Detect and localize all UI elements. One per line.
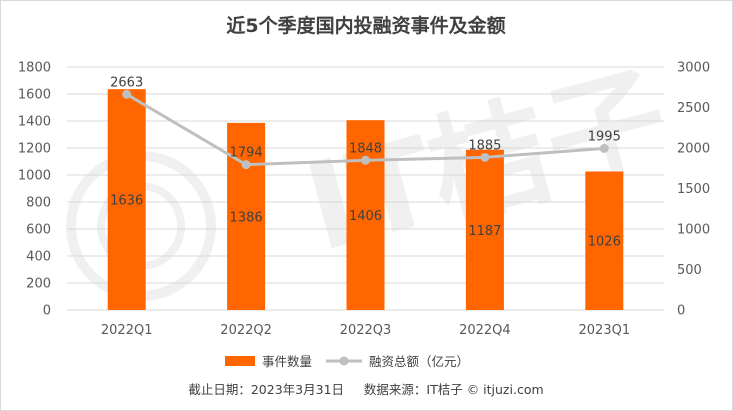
x-tick-label: 2022Q3 <box>340 323 392 338</box>
x-axis: 2022Q1 2022Q2 2022Q3 2022Q4 2023Q1 <box>101 323 630 338</box>
bar-data-label: 1406 <box>349 209 382 224</box>
footer-source: 截止日期：2023年3月31日 数据来源：IT桔子 © itjuzi.com <box>188 382 543 397</box>
bar <box>585 171 624 310</box>
bar-data-label: 1187 <box>468 224 501 239</box>
left-tick-label: 0 <box>43 304 51 319</box>
legend-label-bar: 事件数量 <box>262 354 312 369</box>
bar <box>346 120 385 310</box>
legend-swatch-bar <box>225 356 255 366</box>
bar <box>465 149 504 310</box>
legend: 事件数量 融资总额（亿元） <box>225 354 469 369</box>
bar-data-label: 1026 <box>588 235 621 250</box>
left-tick-label: 800 <box>26 196 51 211</box>
bar <box>227 122 266 310</box>
x-tick-label: 2022Q1 <box>101 323 153 338</box>
x-tick-label: 2023Q1 <box>579 323 631 338</box>
right-tick-label: 1000 <box>677 223 710 238</box>
line-data-label: 1848 <box>349 141 382 156</box>
left-tick-label: 1600 <box>18 88 51 103</box>
left-tick-label: 1800 <box>18 61 51 76</box>
right-tick-label: 0 <box>677 304 685 319</box>
bar-data-labels: 1636 1386 1406 1187 1026 <box>110 194 621 250</box>
line-point <box>122 89 132 99</box>
x-tick-label: 2022Q2 <box>220 323 272 338</box>
left-tick-label: 400 <box>26 250 51 265</box>
left-tick-label: 1200 <box>18 142 51 157</box>
line-data-label: 2663 <box>110 75 143 90</box>
right-tick-label: 500 <box>677 263 702 278</box>
left-tick-label: 1400 <box>18 115 51 130</box>
line-data-label: 1885 <box>468 138 501 153</box>
line-data-label: 1995 <box>588 129 621 144</box>
chart-title: 近5个季度国内投融资事件及金额 <box>226 14 505 37</box>
left-tick-label: 200 <box>26 277 51 292</box>
line-point <box>241 160 251 170</box>
right-tick-label: 2000 <box>677 142 710 157</box>
left-axis: 0 200 400 600 800 1000 1200 1400 1600 1800 <box>18 61 51 319</box>
left-tick-label: 1000 <box>18 169 51 184</box>
line-data-labels: 2663 1794 1848 1885 1995 <box>110 75 621 160</box>
right-axis: 0 500 1000 1500 2000 2500 3000 <box>677 61 710 319</box>
legend-label-line: 融资总额（亿元） <box>369 354 469 369</box>
x-tick-label: 2022Q4 <box>459 323 511 338</box>
line-data-label: 1794 <box>230 146 263 161</box>
line-point <box>599 143 609 153</box>
right-tick-label: 2500 <box>677 101 710 116</box>
left-tick-label: 600 <box>26 223 51 238</box>
line-point <box>361 155 370 165</box>
legend-marker-line <box>339 356 349 366</box>
bar <box>107 89 146 310</box>
right-tick-label: 1500 <box>677 182 710 197</box>
bar-data-label: 1636 <box>110 194 143 209</box>
right-tick-label: 3000 <box>677 61 710 76</box>
bar-data-label: 1386 <box>230 210 263 225</box>
line-series <box>122 89 609 170</box>
bar-series <box>107 89 624 310</box>
line-point <box>480 152 490 162</box>
